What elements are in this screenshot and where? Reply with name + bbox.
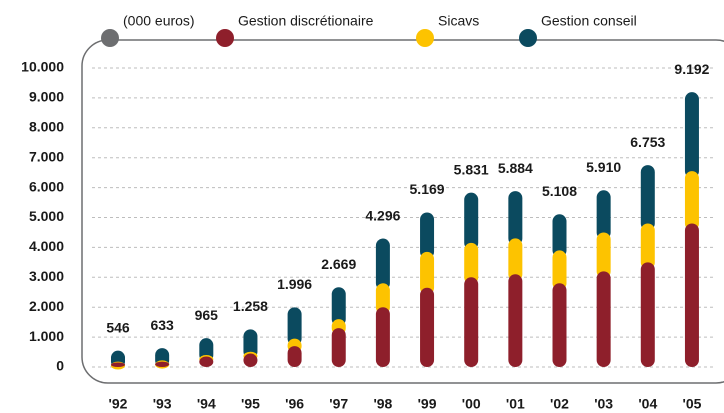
y-tick-label: 5.000 [29,208,64,224]
bar-segment [640,223,655,270]
total-label: 1.996 [277,276,312,292]
unit-label: (000 euros) [123,13,195,29]
bar-segment [508,238,523,282]
bar-segment [508,274,523,367]
y-tick-label: 1.000 [29,328,64,344]
total-label: 5.884 [498,160,533,176]
total-label: 965 [195,307,219,323]
legend-dot [519,29,537,47]
total-label: 5.831 [454,161,489,177]
bar-segment [464,192,479,250]
x-tick-label: '01 [506,396,525,412]
bar-segment [331,287,346,327]
y-tick-label: 3.000 [29,268,64,284]
y-tick-label: 9.000 [29,89,64,105]
bar-segment [684,171,699,231]
x-tick-label: '98 [373,396,392,412]
bar-segment [552,250,567,291]
plot-frame [81,39,724,384]
bar-segment [375,238,390,291]
legend-dot [216,29,234,47]
bar-segment [464,277,479,367]
y-tick-label: 0 [56,358,64,374]
bar-segment [596,190,611,240]
bar-segment [375,283,390,315]
bar-segment [596,271,611,367]
y-tick-label: 10.000 [21,59,64,75]
total-label: 1.258 [233,298,268,314]
x-tick-label: '02 [550,396,569,412]
bar-segment [552,283,567,367]
bar-segment [420,212,435,259]
total-label: 4.296 [365,207,400,223]
x-tick-label: '99 [418,396,437,412]
bar-segment [640,262,655,367]
bar-segment [684,92,699,179]
total-label: 5.910 [586,159,621,175]
x-tick-label: '95 [241,396,260,412]
x-tick-label: '93 [153,396,172,412]
bar-segment [287,307,302,346]
total-label: 5.169 [410,181,445,197]
bar-segment [596,232,611,279]
x-tick-label: '03 [594,396,613,412]
total-label: 2.669 [321,256,356,272]
total-label: 6.753 [630,134,665,150]
x-tick-label: '00 [462,396,481,412]
bar-segment [111,362,125,367]
x-tick-label: '94 [197,396,216,412]
legend-label: Gestion conseil [541,13,637,29]
bar-segment [640,165,655,231]
x-tick-label: '04 [638,396,657,412]
bar-segment [420,251,435,295]
bar-segment [552,214,567,258]
legend-dot [416,29,434,47]
y-tick-label: 6.000 [29,178,64,194]
x-tick-label: '05 [682,396,701,412]
y-tick-label: 8.000 [29,119,64,135]
y-tick-label: 4.000 [29,238,64,254]
bar-segment [155,361,170,367]
x-tick-label: '92 [109,396,128,412]
bar-segment [508,191,523,246]
total-label: 5.108 [542,183,577,199]
legend-label: Sicavs [438,13,479,29]
bar-segment [331,328,346,367]
total-label: 633 [150,317,174,333]
x-tick-label: '97 [329,396,348,412]
bar-segment [199,356,214,367]
bar-segment [243,329,258,359]
bar-segment [464,242,479,285]
bar-segment [684,223,699,367]
bar-segment [243,353,258,367]
bar-segment [375,307,390,367]
bar-segment [287,346,302,367]
y-tick-label: 2.000 [29,298,64,314]
y-tick-label: 7.000 [29,148,64,164]
x-tick-label: '96 [285,396,304,412]
legend-dot [101,29,119,47]
total-label: 9.192 [674,61,709,77]
legend-label: Gestion discrétionaire [238,13,374,29]
total-label: 546 [106,319,130,335]
bar-segment [420,287,435,367]
